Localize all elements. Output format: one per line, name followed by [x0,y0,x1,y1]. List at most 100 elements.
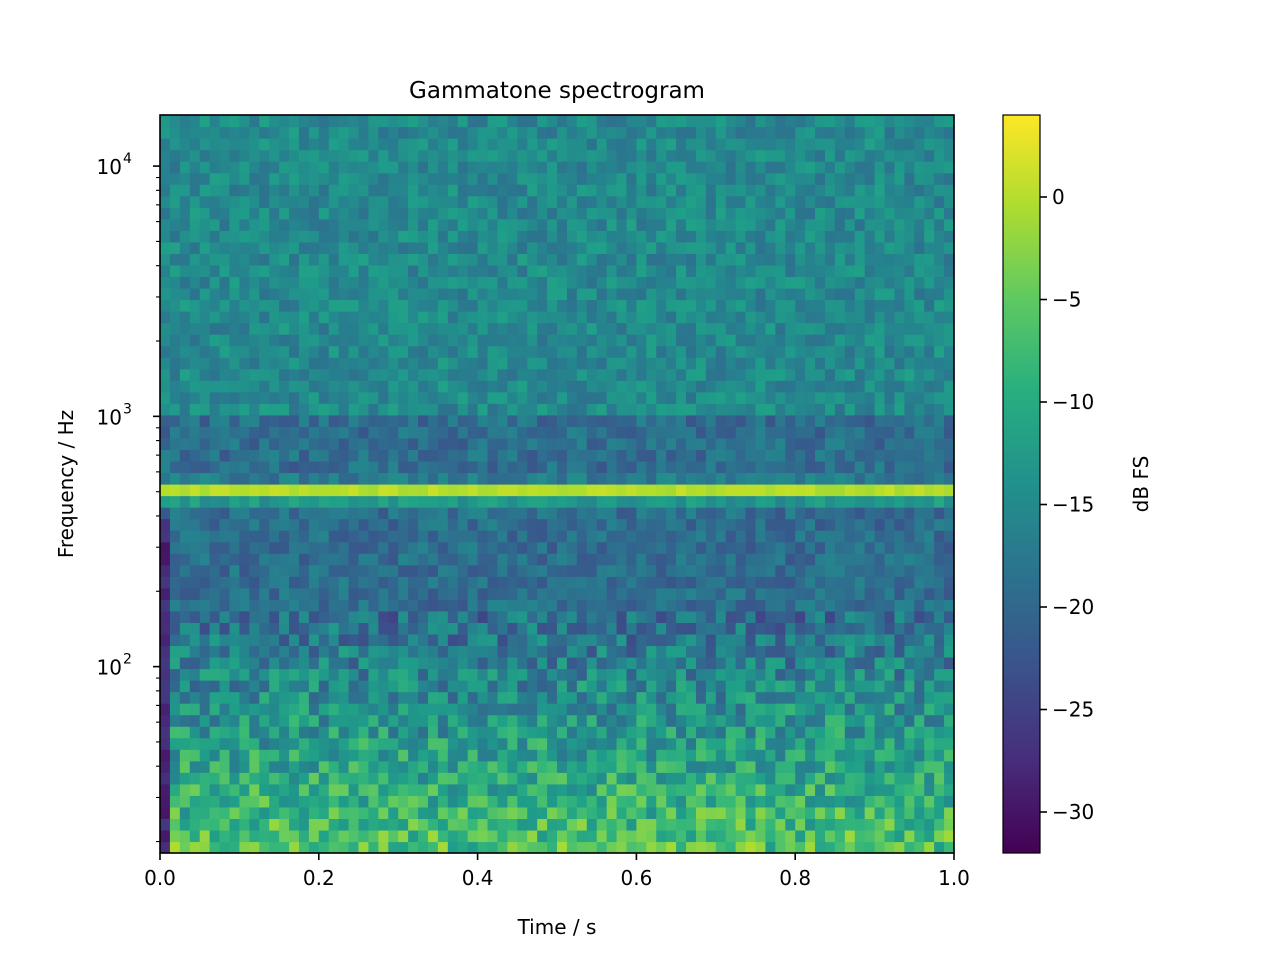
heatmap-cell [755,287,767,301]
heatmap-cell [169,507,181,520]
heatmap-cell [884,460,896,474]
heatmap-cell [557,841,568,854]
heatmap-cell [636,841,647,854]
heatmap-cell [388,184,399,197]
heatmap-cell [914,264,925,278]
heatmap-cell [854,161,866,174]
heatmap-cell [328,818,340,831]
heatmap-cell [487,172,499,185]
heatmap-cell [795,253,806,266]
heatmap-cell [487,656,499,670]
heatmap-cell [874,460,886,474]
heatmap-cell [666,610,677,623]
heatmap-cell [705,737,717,750]
heatmap-cell [844,403,856,416]
heatmap-cell [358,299,370,312]
heatmap-cell [547,230,558,243]
heatmap-cell [169,518,181,531]
heatmap-cell [378,253,389,266]
heatmap-cell [695,149,707,162]
heatmap-cell [666,172,677,185]
heatmap-cell [497,138,508,151]
heatmap-cell [259,645,270,658]
heatmap-cell [169,726,181,739]
heatmap-cell [279,484,290,497]
heatmap-cell [735,564,747,577]
heatmap-cell [765,437,776,450]
heatmap-cell [547,703,558,716]
heatmap-cell [884,564,896,577]
heatmap-cell [755,391,767,404]
heatmap-cell [686,703,697,716]
heatmap-cell [795,149,806,162]
heatmap-cell [755,703,767,716]
heatmap-cell [289,472,300,485]
heatmap-cell [864,437,876,450]
heatmap-cell [289,437,300,450]
heatmap-cell [924,749,935,762]
heatmap-cell [844,518,856,531]
heatmap-cell [169,737,181,750]
heatmap-cell [735,484,747,497]
heatmap-cell [864,449,876,462]
heatmap-cell [596,322,608,335]
heatmap-cell [646,656,657,670]
heatmap-cell [824,518,836,531]
heatmap-cell [457,460,469,474]
heatmap-cell [854,184,866,197]
heatmap-cell [477,541,489,554]
heatmap-cell [904,818,915,831]
heatmap-cell [775,311,786,324]
heatmap-cell [467,518,479,531]
heatmap-cell [179,414,191,427]
heatmap-cell [189,403,201,416]
heatmap-cell [338,368,350,381]
heatmap-cell [219,553,231,566]
heatmap-cell [725,656,737,670]
heatmap-cell [477,472,489,485]
heatmap-cell [348,484,360,497]
heatmap-cell [795,276,806,289]
heatmap-cell [606,253,618,266]
heatmap-cell [318,241,330,254]
heatmap-cell [765,149,776,162]
heatmap-cell [666,737,677,750]
heatmap-cell [477,645,489,658]
heatmap-cell [815,149,826,162]
heatmap-cell [785,541,796,554]
heatmap-cell [557,507,568,520]
heatmap-cell [497,241,508,254]
heatmap-cell [854,138,866,151]
heatmap-cell [418,726,429,739]
heatmap-cell [348,645,360,658]
heatmap-cell [904,772,915,785]
heatmap-cell [894,576,905,589]
heatmap-cell [249,218,260,231]
heatmap-cell [626,253,638,266]
heatmap-cell [815,576,826,589]
heatmap-cell [864,460,876,474]
heatmap-cell [894,287,905,301]
heatmap-cell [904,218,915,231]
heatmap-cell [457,195,469,208]
heatmap-cell [418,772,429,785]
heatmap-cell [606,680,618,693]
heatmap-cell [557,541,568,554]
heatmap-cell [586,195,598,208]
heatmap-cell [338,161,350,174]
heatmap-cell [318,161,330,174]
heatmap-cell [368,553,379,566]
heatmap-cell [805,633,816,647]
heatmap-cell [666,749,677,762]
heatmap-cell [189,368,201,381]
heatmap-cell [805,484,816,497]
heatmap-cell [824,633,836,647]
heatmap-cell [169,783,181,796]
heatmap-cell [527,368,538,381]
heatmap-cell [160,680,171,693]
heatmap-cell [834,518,846,531]
heatmap-cell [626,345,638,358]
heatmap-cell [695,345,707,358]
heatmap-cell [844,334,856,347]
heatmap-cell [358,726,370,739]
